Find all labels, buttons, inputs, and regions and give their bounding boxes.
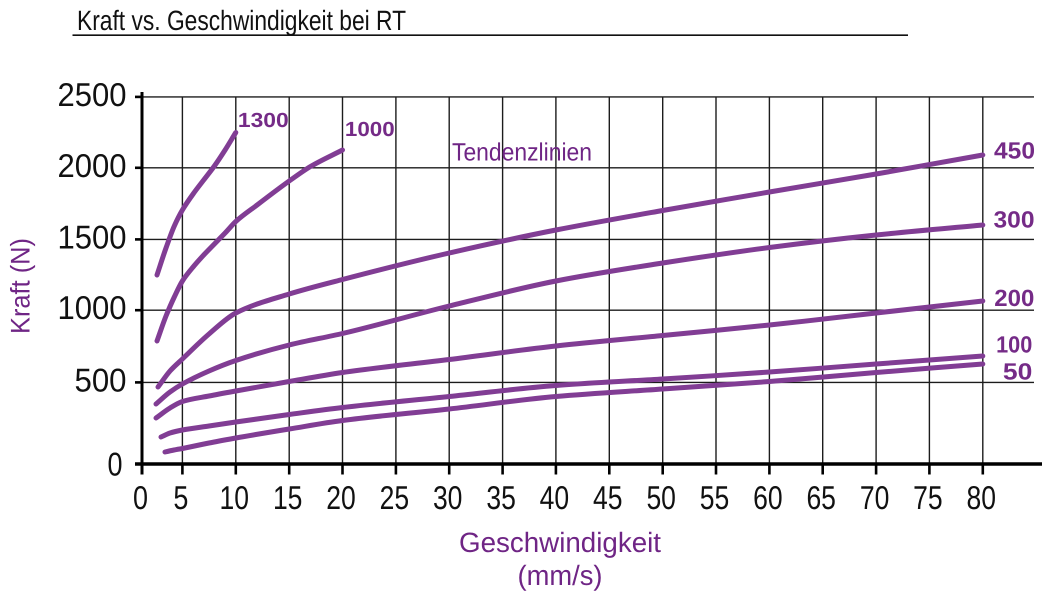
svg-text:450: 450 (994, 138, 1035, 164)
svg-text:1000: 1000 (58, 289, 127, 326)
svg-text:65: 65 (806, 479, 836, 516)
svg-text:Kraft vs. Geschwindigkeit bei: Kraft vs. Geschwindigkeit bei RT (77, 5, 406, 36)
svg-text:Kraft (N): Kraft (N) (6, 238, 36, 334)
svg-text:300: 300 (994, 207, 1035, 233)
svg-text:1000: 1000 (345, 118, 395, 141)
svg-text:35: 35 (486, 479, 516, 516)
svg-text:60: 60 (753, 479, 783, 516)
svg-text:50: 50 (1003, 359, 1032, 385)
svg-text:1300: 1300 (238, 109, 289, 132)
svg-text:5: 5 (173, 479, 188, 516)
svg-text:40: 40 (540, 479, 570, 516)
svg-text:75: 75 (913, 479, 943, 516)
svg-text:(mm/s): (mm/s) (518, 560, 603, 591)
svg-text:20: 20 (326, 479, 356, 516)
svg-text:100: 100 (996, 331, 1032, 357)
svg-text:500: 500 (75, 361, 127, 398)
svg-text:200: 200 (994, 285, 1034, 311)
svg-text:70: 70 (860, 479, 890, 516)
svg-text:45: 45 (593, 479, 623, 516)
svg-text:1500: 1500 (58, 218, 127, 255)
svg-text:15: 15 (273, 479, 303, 516)
svg-text:25: 25 (380, 479, 410, 516)
svg-text:30: 30 (433, 479, 463, 516)
svg-text:Tendenzlinien: Tendenzlinien (452, 139, 592, 167)
svg-text:0: 0 (133, 479, 148, 516)
svg-text:2500: 2500 (58, 76, 127, 113)
svg-text:50: 50 (646, 479, 676, 516)
svg-text:10: 10 (220, 479, 250, 516)
svg-text:55: 55 (700, 479, 730, 516)
svg-text:2000: 2000 (58, 147, 127, 184)
svg-text:Geschwindigkeit: Geschwindigkeit (459, 527, 661, 558)
svg-text:0: 0 (108, 446, 123, 483)
svg-text:80: 80 (967, 479, 997, 516)
